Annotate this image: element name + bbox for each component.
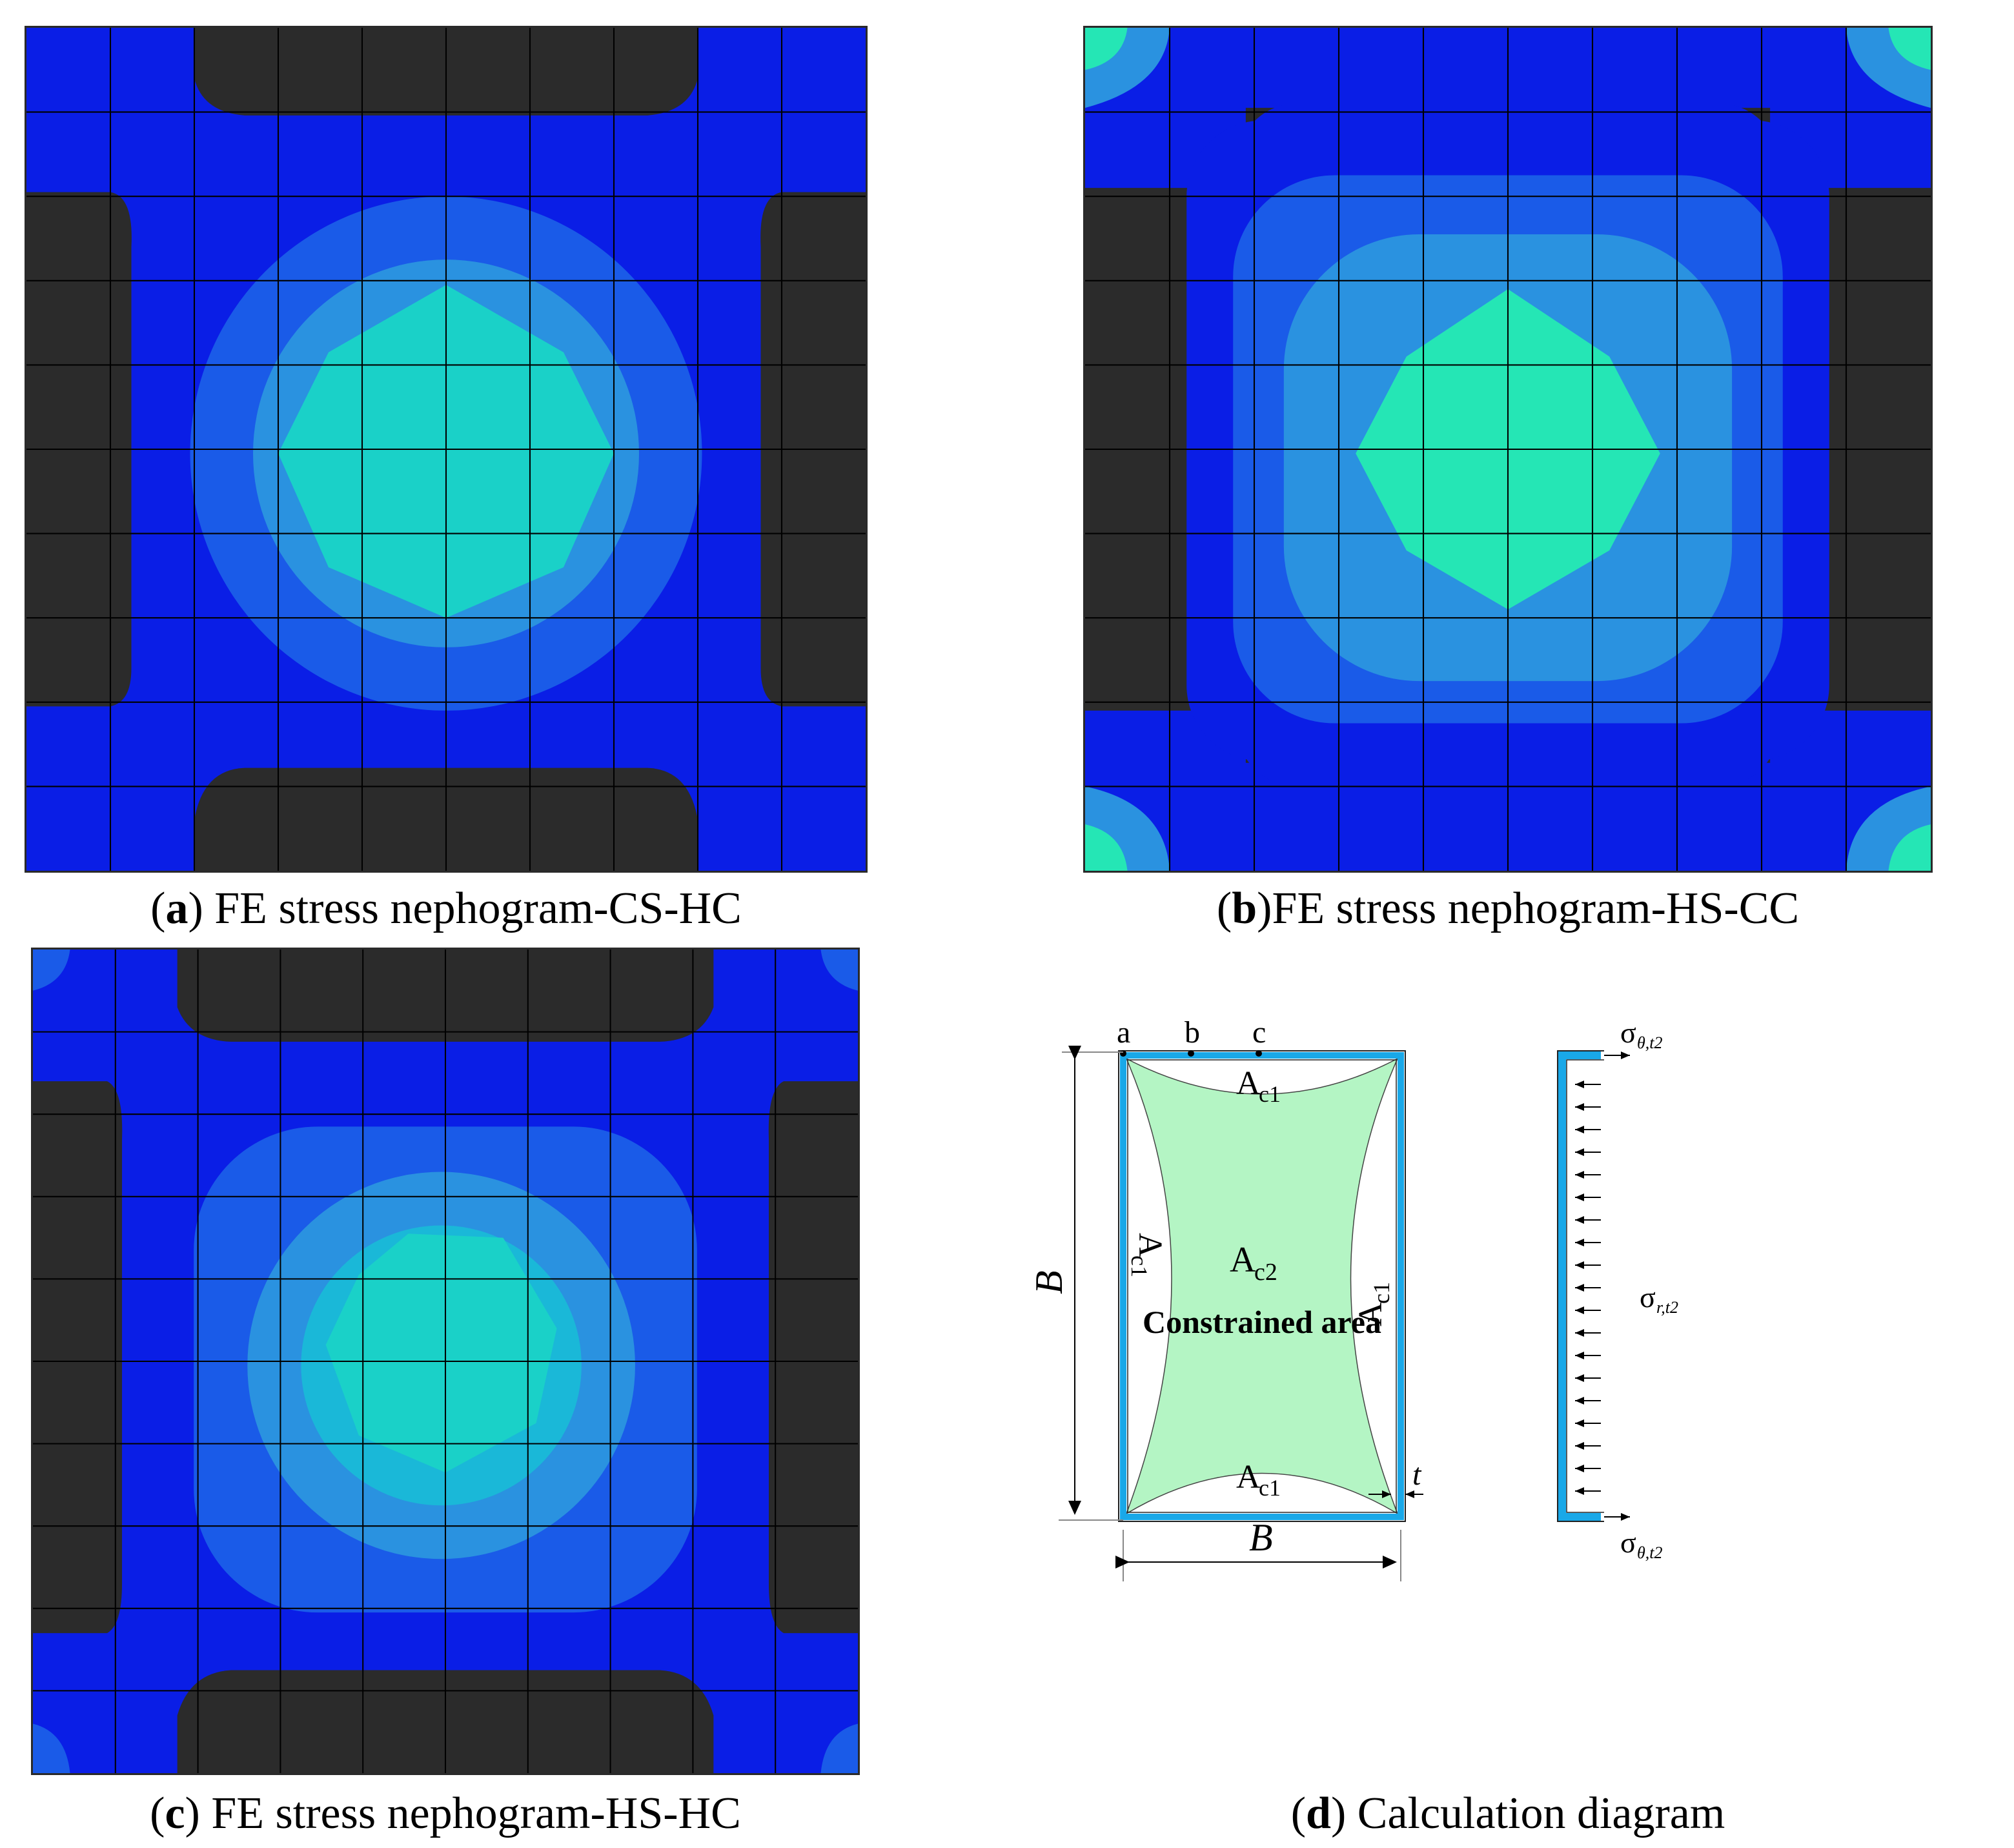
mesh-grid	[26, 28, 866, 871]
contour-peak	[325, 1234, 557, 1473]
ac1-top-letter: A	[1236, 1065, 1261, 1102]
dim-b-horizontal-label: B	[1249, 1516, 1273, 1559]
caption-title: FE stress nephogram-HS-HC	[199, 1789, 741, 1838]
point-c-label: c	[1252, 1015, 1266, 1050]
caption-a: (a) FE stress nephogram-CS-HC	[25, 883, 868, 935]
mesh-grid	[33, 949, 858, 1773]
caption-close-paren: )	[185, 1789, 200, 1838]
nephogram-b-svg	[1085, 28, 1931, 871]
corner-br-hot	[820, 1723, 858, 1773]
wall-inner	[1566, 1059, 1604, 1513]
wall-freebody	[1558, 1051, 1601, 1521]
sigma-theta-top-label: σ θ,t2	[1620, 1016, 1663, 1052]
wall-outline	[1557, 1050, 1604, 1522]
nephogram-hs-hc	[31, 948, 860, 1775]
ac2-letter: A	[1230, 1240, 1256, 1280]
nephogram-c-svg	[33, 949, 858, 1773]
constrained-area-region	[1125, 1057, 1399, 1515]
sigma-r-sub: r,t2	[1656, 1298, 1678, 1317]
ac1-right-sub: c1	[1368, 1282, 1394, 1304]
corner-br-peak	[1888, 824, 1931, 871]
sigma-theta-bottom-label: σ θ,t2	[1620, 1526, 1663, 1562]
area-ac1-right: A c1	[1352, 1282, 1394, 1326]
calculation-diagram: a b c A c1 A c1 A c1 A c1 A c2 Constrain…	[1028, 1015, 1678, 1581]
panel-letter: c	[165, 1789, 185, 1838]
nephogram-hs-cc	[1083, 26, 1933, 873]
caption-title: FE stress nephogram-CS-HC	[203, 884, 742, 933]
caption-open-paren: (	[150, 1789, 165, 1838]
dim-b-vertical-label: B	[1028, 1270, 1070, 1294]
radial-stress-arrows	[1575, 1081, 1601, 1495]
panel-letter: a	[165, 884, 188, 933]
sigma-bottom-sub: θ,t2	[1637, 1543, 1663, 1562]
ac1-left-sub: c1	[1126, 1255, 1152, 1277]
tube-inner-edge	[1127, 1059, 1397, 1513]
corner-bl-peak	[1085, 824, 1128, 871]
panel-letter: d	[1306, 1789, 1331, 1838]
panel-letter: b	[1232, 884, 1257, 933]
point-b-marker	[1188, 1050, 1194, 1057]
dark-zone-right	[768, 1081, 858, 1634]
ac1-bottom-sub: c1	[1259, 1475, 1281, 1501]
point-c-marker	[1256, 1050, 1262, 1057]
sigma-bottom-symbol: σ	[1620, 1526, 1636, 1559]
caption-title: Calculation diagram	[1346, 1789, 1725, 1838]
caption-close-paren: )	[1330, 1789, 1347, 1838]
point-b-label: b	[1185, 1015, 1200, 1050]
tube-outer-edge	[1118, 1050, 1406, 1522]
caption-c: (c) FE stress nephogram-HS-HC	[31, 1788, 860, 1840]
caption-close-paren: )	[188, 884, 203, 933]
caption-open-paren: (	[150, 884, 166, 933]
corner-tr-hot	[820, 949, 858, 991]
caption-b: (b)FE stress nephogram-HS-CC	[1083, 883, 1933, 935]
caption-open-paren: (	[1290, 1789, 1306, 1838]
point-a-label: a	[1117, 1015, 1130, 1050]
corner-tl-peak	[1085, 28, 1128, 70]
ac1-right-letter: A	[1352, 1302, 1389, 1326]
caption-d: (d) Calculation diagram	[1083, 1788, 1933, 1840]
nephogram-a-svg	[26, 28, 866, 871]
area-ac1-left: A c1	[1126, 1233, 1168, 1277]
mesh-grid	[1085, 28, 1931, 871]
caption-open-paren: (	[1216, 884, 1232, 933]
area-ac2: A c2	[1230, 1240, 1277, 1286]
sigma-r-symbol: σ	[1640, 1281, 1656, 1314]
caption-close-paren: )	[1257, 884, 1272, 933]
dark-zone-left	[33, 1081, 123, 1634]
ac1-bottom-letter: A	[1236, 1459, 1261, 1496]
area-ac1-top: A c1	[1236, 1065, 1281, 1107]
caption-title: FE stress nephogram-HS-CC	[1272, 884, 1800, 933]
nephogram-cs-hc	[25, 26, 868, 873]
ac1-top-sub: c1	[1259, 1081, 1281, 1107]
corner-tr-peak	[1888, 28, 1931, 70]
point-a-marker	[1120, 1050, 1126, 1057]
sigma-top-symbol: σ	[1620, 1016, 1636, 1049]
corner-bl-hot	[33, 1723, 70, 1773]
ac2-sub: c2	[1254, 1259, 1277, 1286]
constrained-area-label: Constrained area	[1143, 1304, 1381, 1340]
ac1-left-letter: A	[1132, 1233, 1168, 1257]
corner-tl-hot	[33, 949, 70, 991]
sigma-top-sub: θ,t2	[1637, 1033, 1663, 1052]
sigma-r-label: σ r,t2	[1640, 1281, 1678, 1317]
area-ac1-bottom: A c1	[1236, 1459, 1281, 1501]
thickness-label: t	[1412, 1457, 1422, 1492]
steel-tube-section	[1120, 1052, 1404, 1520]
